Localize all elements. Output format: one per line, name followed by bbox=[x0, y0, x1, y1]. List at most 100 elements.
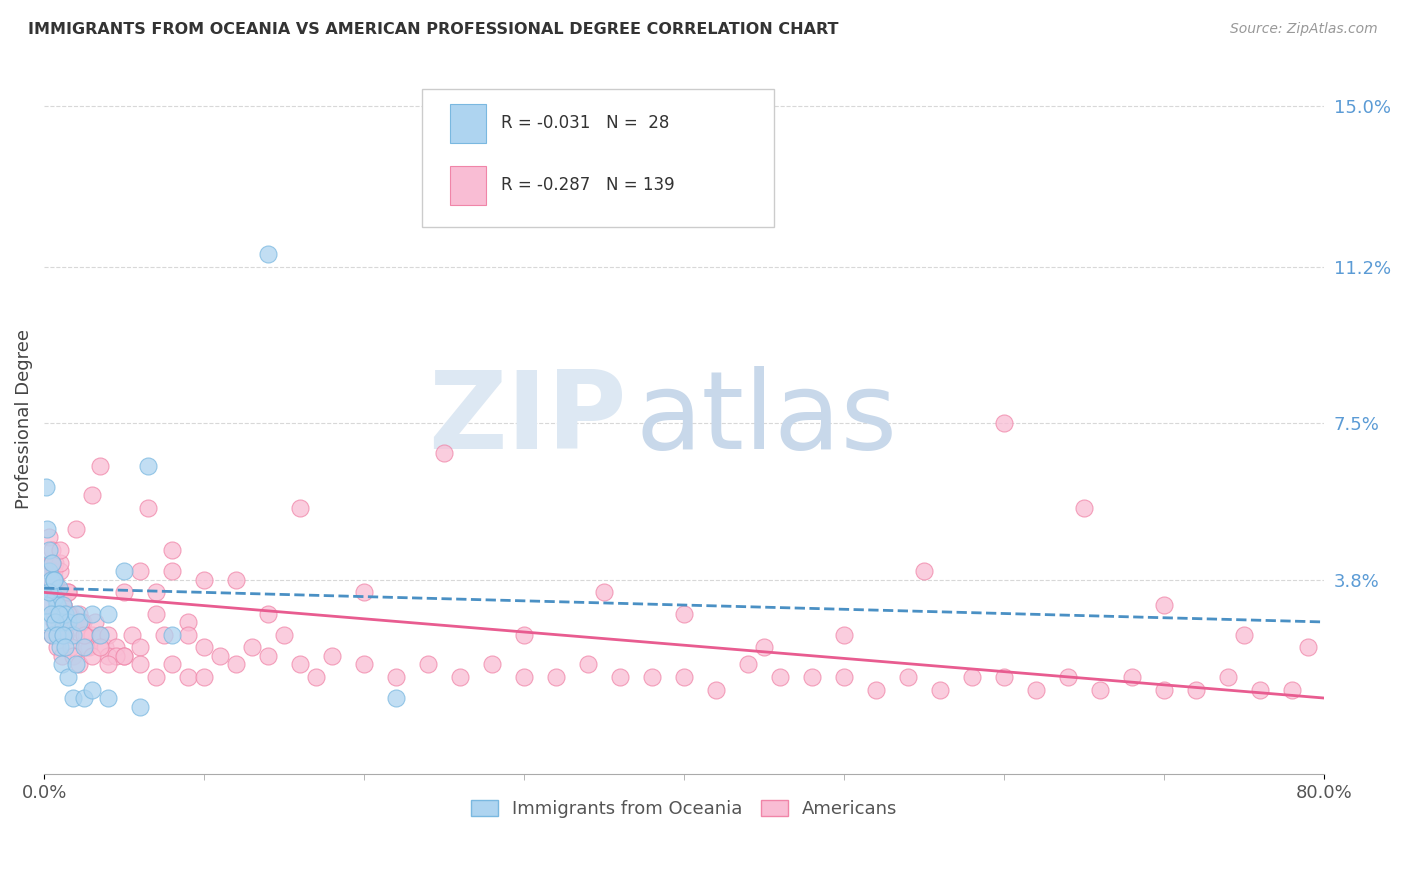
Point bbox=[49, 564, 72, 578]
Point bbox=[177, 627, 200, 641]
Point bbox=[673, 670, 696, 684]
Point bbox=[67, 615, 90, 629]
Point bbox=[353, 585, 375, 599]
Point bbox=[481, 657, 503, 672]
Point bbox=[433, 446, 456, 460]
Point bbox=[45, 581, 67, 595]
Point bbox=[48, 607, 70, 621]
Point bbox=[112, 585, 135, 599]
Point bbox=[160, 657, 183, 672]
Point bbox=[136, 500, 159, 515]
Point bbox=[37, 564, 59, 578]
Point bbox=[385, 691, 408, 706]
Point bbox=[288, 657, 311, 672]
Point bbox=[38, 543, 60, 558]
Point bbox=[129, 657, 152, 672]
Point bbox=[52, 627, 75, 641]
Point bbox=[1153, 682, 1175, 697]
Point bbox=[59, 607, 82, 621]
Point bbox=[82, 648, 104, 663]
Point bbox=[65, 657, 87, 672]
Point bbox=[89, 627, 111, 641]
Text: ZIP: ZIP bbox=[427, 366, 627, 472]
Point bbox=[769, 670, 792, 684]
Point bbox=[41, 556, 63, 570]
Point bbox=[129, 699, 152, 714]
Point bbox=[41, 543, 63, 558]
Point bbox=[576, 657, 599, 672]
Point bbox=[44, 585, 66, 599]
Point bbox=[62, 648, 84, 663]
Point bbox=[160, 543, 183, 558]
Point bbox=[273, 627, 295, 641]
Point bbox=[38, 531, 60, 545]
Point bbox=[73, 627, 96, 641]
Point bbox=[673, 607, 696, 621]
Point bbox=[56, 670, 79, 684]
Point bbox=[45, 640, 67, 655]
Point bbox=[288, 500, 311, 515]
Point bbox=[51, 648, 73, 663]
Point bbox=[94, 640, 117, 655]
Point bbox=[37, 522, 59, 536]
Point bbox=[416, 657, 439, 672]
Point bbox=[52, 598, 75, 612]
Point bbox=[97, 657, 120, 672]
Point bbox=[39, 573, 62, 587]
Point bbox=[257, 607, 280, 621]
Point bbox=[49, 556, 72, 570]
Point bbox=[35, 480, 58, 494]
Point bbox=[160, 627, 183, 641]
Point bbox=[44, 590, 66, 604]
Point bbox=[737, 657, 759, 672]
Point bbox=[1121, 670, 1143, 684]
FancyBboxPatch shape bbox=[450, 166, 485, 205]
Point bbox=[960, 670, 983, 684]
Point bbox=[41, 556, 63, 570]
Point bbox=[84, 615, 107, 629]
Point bbox=[53, 607, 76, 621]
Point bbox=[60, 640, 83, 655]
Point bbox=[593, 585, 616, 599]
Point bbox=[62, 691, 84, 706]
Point bbox=[112, 648, 135, 663]
Legend: Immigrants from Oceania, Americans: Immigrants from Oceania, Americans bbox=[464, 793, 905, 825]
Point bbox=[193, 670, 215, 684]
Point bbox=[42, 573, 65, 587]
Point bbox=[51, 590, 73, 604]
Point bbox=[62, 615, 84, 629]
Point bbox=[897, 670, 920, 684]
Point bbox=[52, 627, 75, 641]
Point bbox=[45, 598, 67, 612]
Point bbox=[39, 573, 62, 587]
Point bbox=[56, 585, 79, 599]
Point bbox=[1057, 670, 1080, 684]
Point bbox=[82, 488, 104, 502]
Point bbox=[1088, 682, 1111, 697]
Point bbox=[37, 615, 59, 629]
Point bbox=[832, 670, 855, 684]
Point bbox=[77, 640, 100, 655]
Point bbox=[56, 607, 79, 621]
Text: R = -0.031   N =  28: R = -0.031 N = 28 bbox=[501, 114, 669, 132]
Point bbox=[240, 640, 263, 655]
Point bbox=[1025, 682, 1047, 697]
Point bbox=[153, 627, 176, 641]
Point bbox=[145, 607, 167, 621]
Point bbox=[993, 417, 1015, 431]
Point bbox=[41, 627, 63, 641]
Point bbox=[53, 627, 76, 641]
Point bbox=[225, 573, 247, 587]
Point bbox=[257, 648, 280, 663]
Point bbox=[41, 585, 63, 599]
Point bbox=[48, 607, 70, 621]
Point bbox=[35, 598, 58, 612]
Y-axis label: Professional Degree: Professional Degree bbox=[15, 329, 32, 509]
Point bbox=[75, 640, 97, 655]
Point bbox=[51, 657, 73, 672]
Point bbox=[225, 657, 247, 672]
Point bbox=[42, 585, 65, 599]
Point bbox=[75, 627, 97, 641]
Point bbox=[73, 691, 96, 706]
Text: R = -0.287   N = 139: R = -0.287 N = 139 bbox=[501, 177, 675, 194]
